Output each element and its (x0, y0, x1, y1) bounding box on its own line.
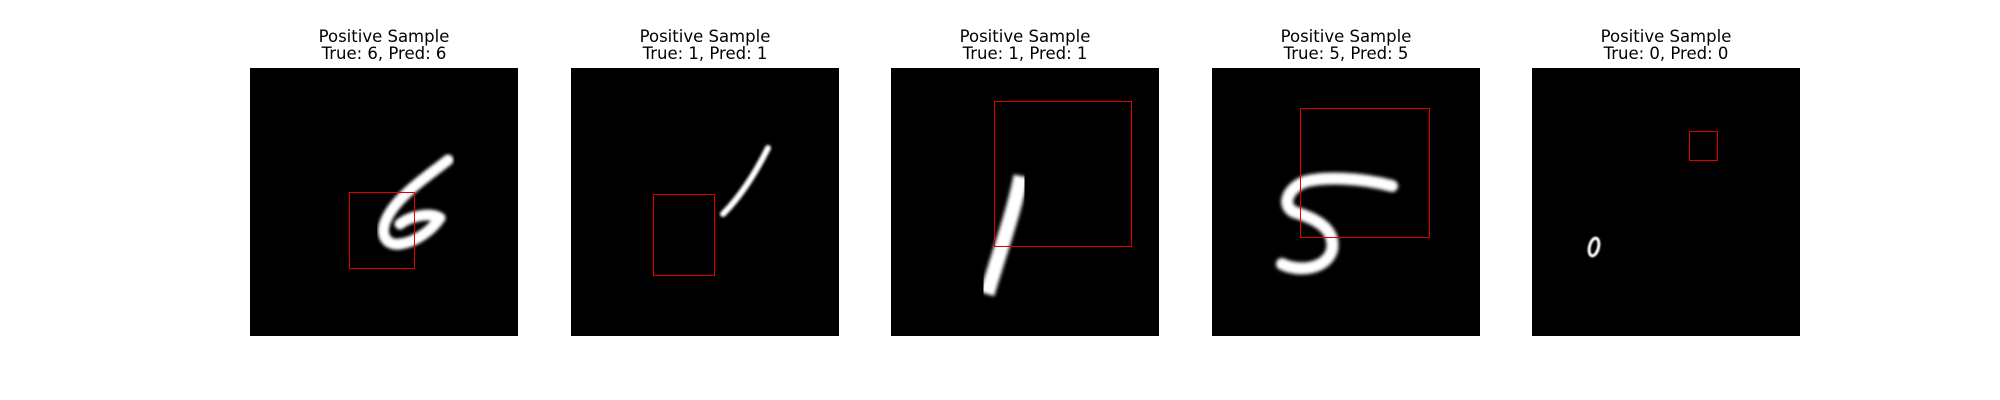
sample-panel-4: Positive Sample True: 5, Pred: 5 (1212, 0, 1480, 400)
panel-title: Positive Sample True: 0, Pred: 0 (1502, 28, 1830, 62)
panel-subtitle: True: 1, Pred: 1 (962, 44, 1088, 63)
digit-1-stroke (979, 174, 1029, 297)
panel-heading: Positive Sample (1600, 27, 1732, 46)
digit-5-stroke (1276, 172, 1398, 275)
sample-panel-5: Positive Sample True: 0, Pred: 0 (1532, 0, 1800, 400)
digit-image (891, 68, 1159, 336)
sample-panel-1: Positive Sample True: 6, Pred: 6 (250, 0, 518, 400)
panel-subtitle: True: 0, Pred: 0 (1603, 44, 1729, 63)
detection-box (653, 194, 715, 276)
detection-box (1300, 108, 1430, 238)
panel-heading: Positive Sample (639, 27, 771, 46)
digit-image (1532, 68, 1800, 336)
panel-heading: Positive Sample (318, 27, 450, 46)
digit-1-stroke (720, 145, 771, 217)
panel-subtitle: True: 5, Pred: 5 (1283, 44, 1409, 63)
panel-title: Positive Sample True: 6, Pred: 6 (220, 28, 548, 62)
detection-box (349, 192, 415, 269)
detection-box (994, 101, 1132, 247)
detection-box (1689, 131, 1718, 161)
panel-title: Positive Sample True: 5, Pred: 5 (1182, 28, 1510, 62)
panel-subtitle: True: 6, Pred: 6 (321, 44, 447, 63)
digit-image (250, 68, 518, 336)
digit-image (571, 68, 839, 336)
panel-subtitle: True: 1, Pred: 1 (642, 44, 768, 63)
sample-panel-2: Positive Sample True: 1, Pred: 1 (571, 0, 839, 400)
panel-heading: Positive Sample (959, 27, 1091, 46)
digit-0-stroke (1587, 236, 1601, 258)
sample-panel-3: Positive Sample True: 1, Pred: 1 (891, 0, 1159, 400)
panel-title: Positive Sample True: 1, Pred: 1 (861, 28, 1189, 62)
panel-title: Positive Sample True: 1, Pred: 1 (541, 28, 869, 62)
digit-6-stroke (378, 154, 454, 250)
digit-image (1212, 68, 1480, 336)
panel-heading: Positive Sample (1280, 27, 1412, 46)
